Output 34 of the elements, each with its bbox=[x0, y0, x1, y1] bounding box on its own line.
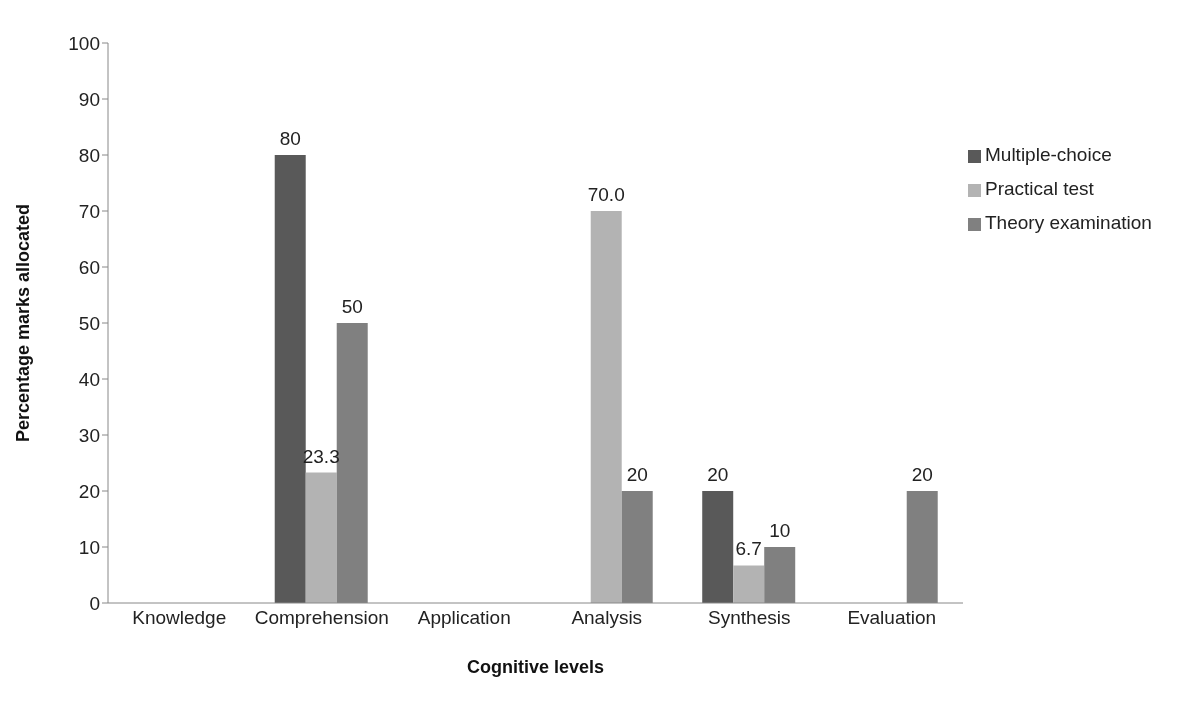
data-label: 10 bbox=[769, 520, 791, 541]
y-tick-label: 40 bbox=[78, 368, 100, 390]
data-label: 80 bbox=[279, 128, 301, 149]
data-label: 20 bbox=[626, 464, 648, 485]
x-axis-title: Cognitive levels bbox=[466, 657, 605, 677]
y-tick-label: 90 bbox=[78, 88, 100, 110]
legend-label: Practical test bbox=[985, 178, 1094, 199]
y-axis-title: Percentage marks allocated bbox=[13, 203, 34, 443]
y-tick-label: 80 bbox=[78, 144, 100, 166]
data-label: 50 bbox=[341, 296, 363, 317]
bar bbox=[305, 472, 337, 603]
y-tick-label: 50 bbox=[78, 312, 100, 334]
y-tick-label: 100 bbox=[68, 32, 100, 54]
x-tick-label: Evaluation bbox=[847, 607, 937, 629]
x-tick-label: Knowledge bbox=[132, 607, 227, 629]
y-tick-label: 20 bbox=[78, 480, 100, 502]
bar bbox=[733, 565, 765, 603]
legend-label: Theory examination bbox=[985, 212, 1152, 233]
y-tick-label: 60 bbox=[78, 256, 100, 278]
x-tick-label: Comprehension bbox=[254, 607, 389, 629]
y-tick-label: 0 bbox=[89, 592, 100, 614]
x-tick-label: Analysis bbox=[571, 607, 643, 629]
y-tick-label: 10 bbox=[78, 536, 100, 558]
y-tick-label: 30 bbox=[78, 424, 100, 446]
data-label: 20 bbox=[911, 464, 933, 485]
legend-label: Multiple-choice bbox=[985, 144, 1112, 165]
x-tick-label: Synthesis bbox=[708, 607, 791, 629]
data-label: 70.0 bbox=[587, 184, 625, 205]
bar bbox=[702, 491, 734, 603]
y-tick-label: 70 bbox=[78, 200, 100, 222]
x-tick-label: Application bbox=[417, 607, 511, 629]
bar bbox=[590, 211, 622, 603]
data-label: 6.7 bbox=[735, 538, 762, 560]
data-label: 20 bbox=[707, 464, 729, 485]
